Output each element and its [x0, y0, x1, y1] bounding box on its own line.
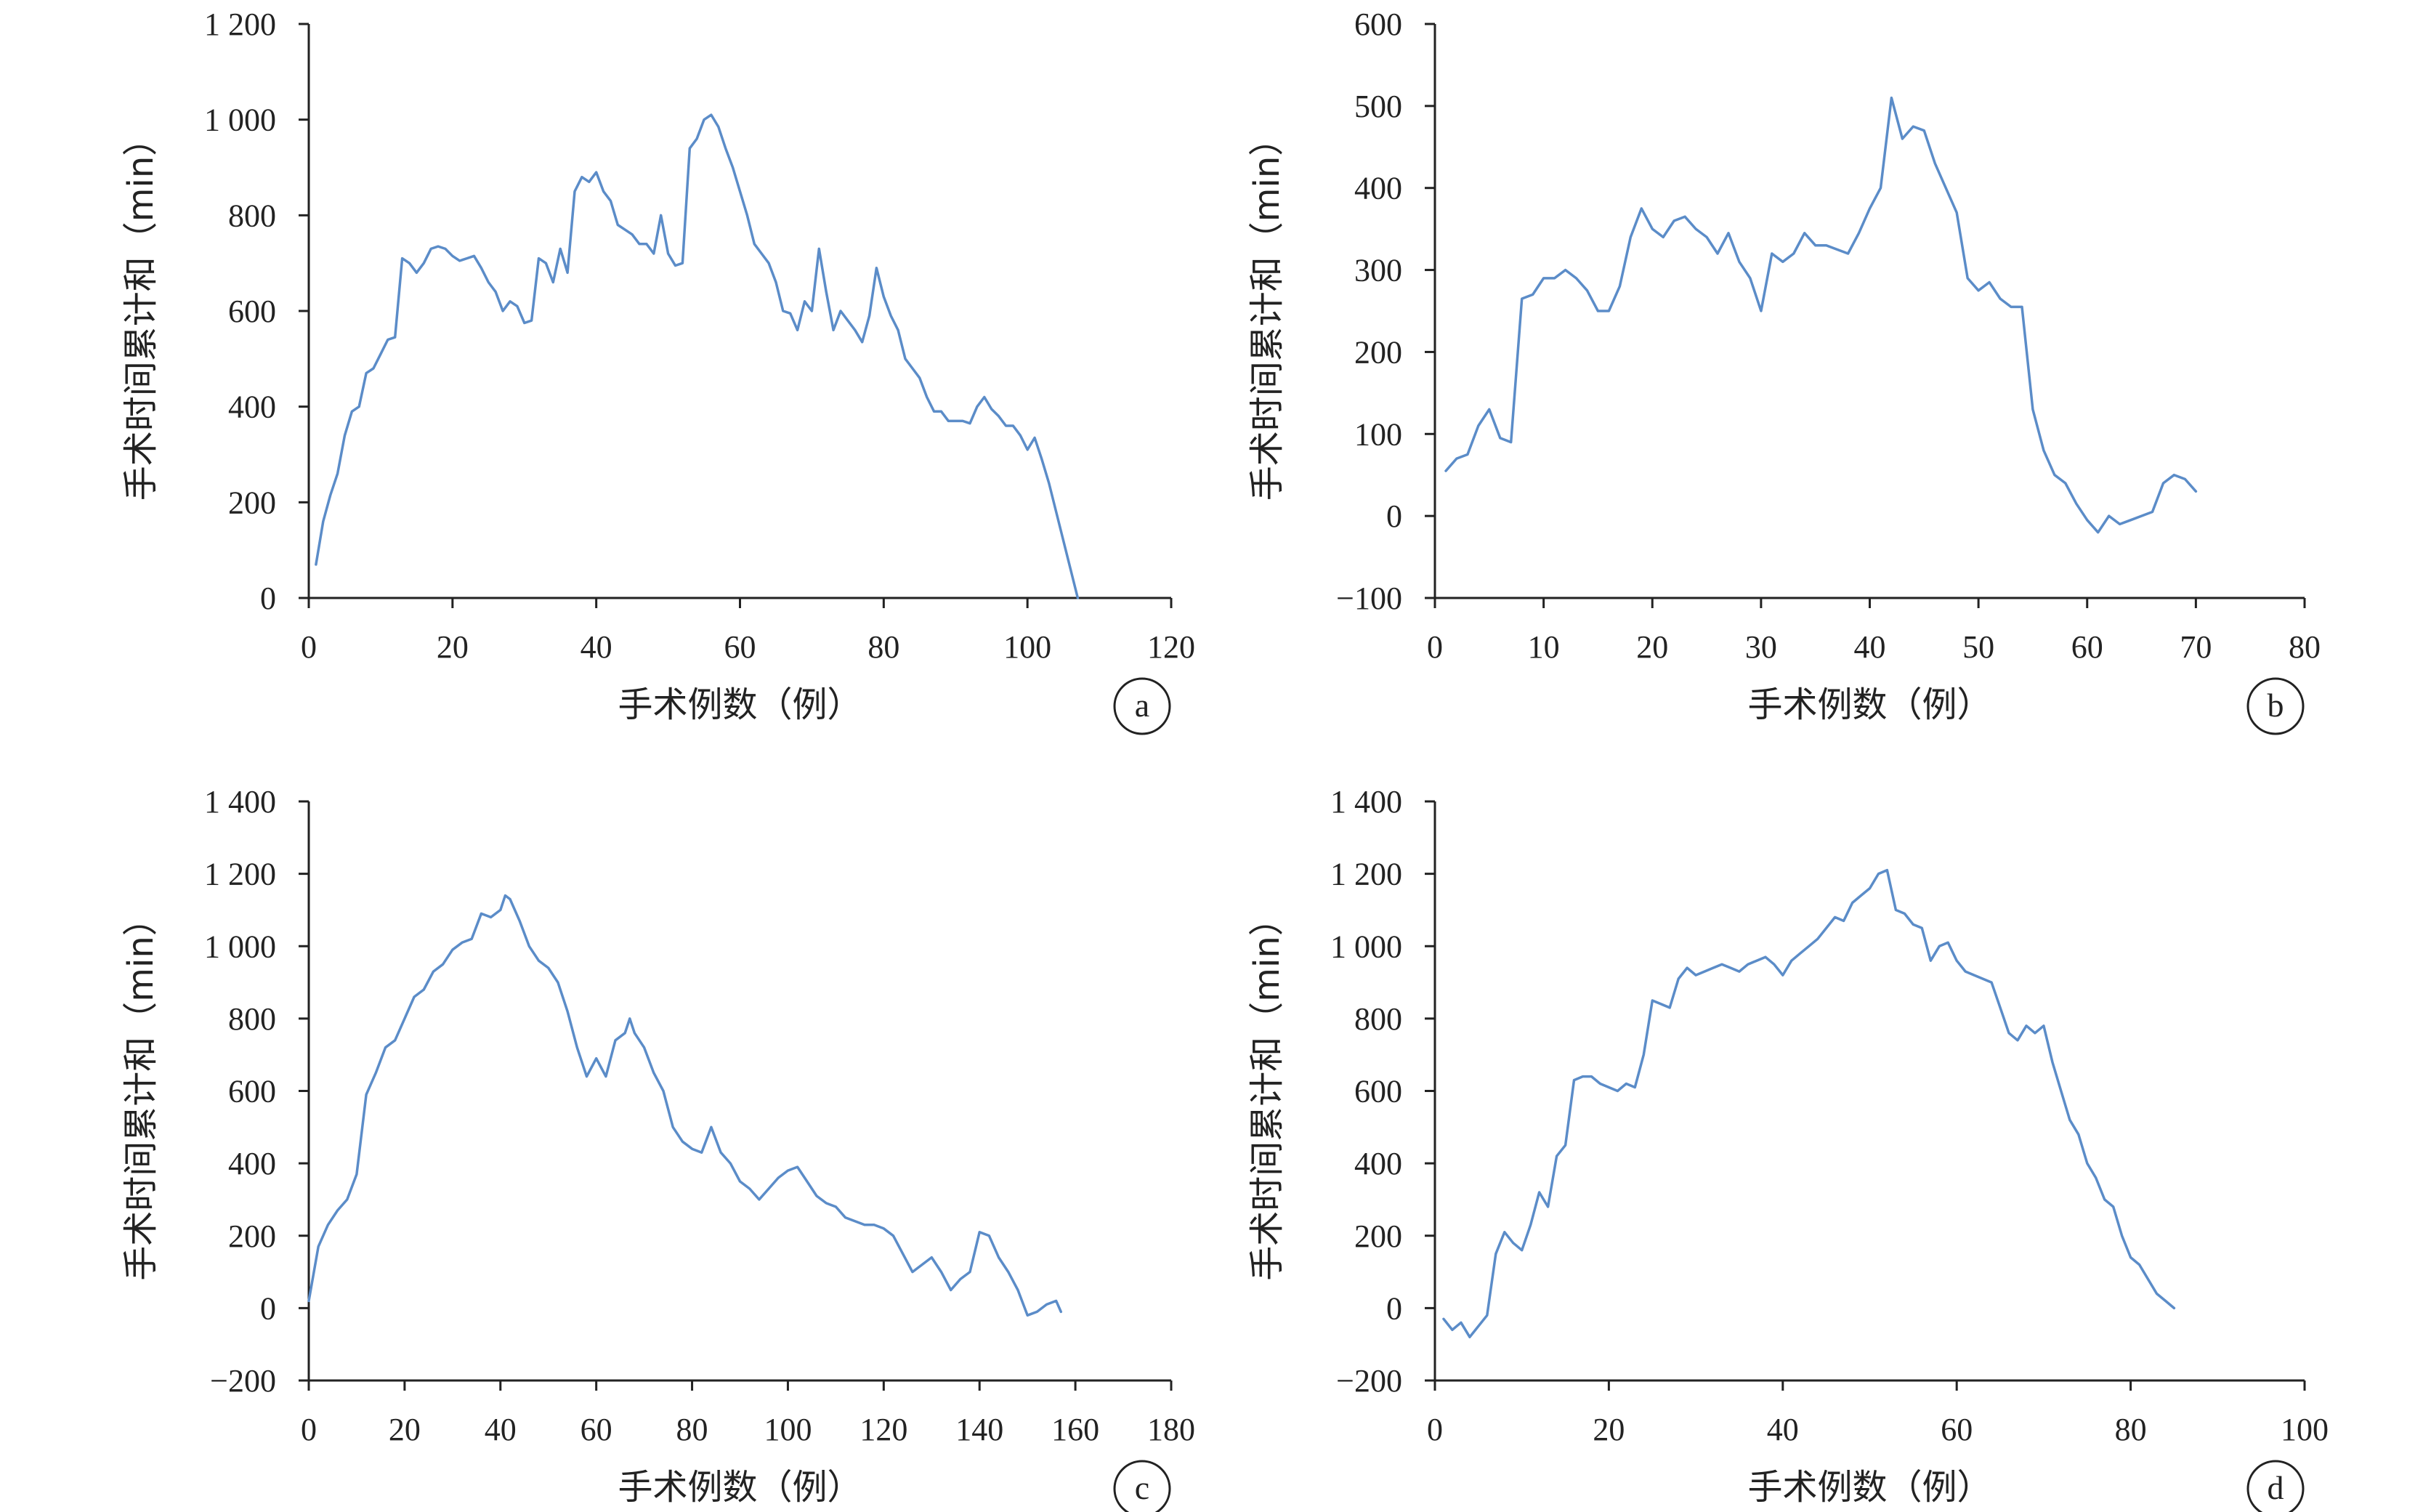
x-tick-label: 0: [1427, 629, 1443, 665]
x-tick-label: 20: [1636, 629, 1668, 665]
y-tick-label: 0: [260, 1290, 276, 1326]
x-tick-label: 80: [676, 1412, 708, 1447]
panel-label: a: [1135, 687, 1149, 724]
x-tick-label: 40: [1767, 1412, 1799, 1447]
y-tick-label: −200: [1336, 1363, 1402, 1399]
y-tick-label: 200: [1354, 334, 1402, 370]
y-tick-label: 1 400: [204, 784, 276, 820]
series-line: [315, 113, 1080, 599]
y-tick-label: 600: [1354, 7, 1402, 42]
x-tick-label: 80: [2115, 1412, 2147, 1447]
y-tick-label: 100: [1354, 416, 1402, 452]
x-tick-label: 60: [581, 1412, 612, 1447]
x-tick-label: 80: [2289, 629, 2321, 665]
y-axis-title: 手术时间累计和（min）: [121, 121, 161, 501]
series-line: [307, 894, 1063, 1317]
y-tick-label: 0: [1386, 1290, 1402, 1326]
x-tick-label: 100: [2281, 1412, 2329, 1447]
y-tick-label: 0: [1386, 498, 1402, 534]
panel-label: b: [2268, 687, 2284, 724]
x-tick-label: 0: [301, 1412, 317, 1447]
chart-panel-b: −100 0 100 200 300 400 500 600 0 10 20 30 40 50 60 70 80…: [1247, 7, 2321, 735]
x-tick-label: 20: [1593, 1412, 1625, 1447]
x-tick-label: 100: [1003, 629, 1051, 665]
panel-badge-circle: [1113, 677, 1171, 735]
series-line: [1442, 868, 2176, 1338]
x-tick-label: 140: [955, 1412, 1003, 1447]
y-axis-title: 手术时间累计和（min）: [1247, 121, 1287, 501]
y-tick-label: 500: [1354, 89, 1402, 124]
x-tick-label: 160: [1051, 1412, 1099, 1447]
y-tick-label: 400: [228, 1146, 276, 1181]
x-tick-label: 120: [859, 1412, 907, 1447]
x-tick-label: 0: [301, 629, 317, 665]
panel-badge-circle: [1113, 1460, 1171, 1512]
x-tick-label: 40: [1854, 629, 1886, 665]
y-tick-label: 600: [228, 1074, 276, 1109]
x-tick-label: 20: [389, 1412, 421, 1447]
y-tick-label: −200: [210, 1363, 276, 1399]
y-tick-label: 1 000: [1330, 929, 1402, 964]
y-tick-label: 600: [1354, 1074, 1402, 1109]
panel-badge-circle: [2246, 677, 2305, 735]
x-tick-label: 40: [581, 629, 612, 665]
y-tick-label: 1 000: [204, 929, 276, 964]
y-tick-label: 0: [260, 581, 276, 616]
panel-label: c: [1135, 1469, 1149, 1506]
series-line: [1444, 96, 2198, 534]
x-tick-label: 20: [437, 629, 469, 665]
y-tick-label: 1 200: [1330, 857, 1402, 892]
x-axis-title: 手术例数（例）: [1747, 1467, 1991, 1508]
x-tick-label: 70: [2180, 629, 2212, 665]
y-tick-label: 400: [1354, 171, 1402, 206]
x-tick-label: 120: [1147, 629, 1195, 665]
x-tick-label: 80: [867, 629, 899, 665]
y-tick-label: −100: [1336, 581, 1402, 616]
chart-panel-a: 0 200 400 600 800 1 000 1 200 0 20 40 60 80 100 120 手术…: [121, 7, 1195, 735]
y-tick-label: 400: [228, 389, 276, 425]
y-tick-label: 200: [228, 1218, 276, 1254]
y-tick-label: 800: [228, 198, 276, 233]
y-tick-label: 800: [1354, 1001, 1402, 1037]
x-tick-label: 60: [2071, 629, 2103, 665]
y-tick-label: 600: [228, 294, 276, 329]
y-tick-label: 800: [228, 1001, 276, 1037]
y-tick-label: 1 000: [204, 102, 276, 138]
panel-label: d: [2268, 1469, 2284, 1506]
x-tick-label: 60: [724, 629, 756, 665]
chart-panel-c: −200 0 200 400 600 800 1 000 1 200 1 400 0 20 40 60 8…: [121, 784, 1195, 1512]
y-tick-label: 1 200: [204, 7, 276, 42]
y-tick-label: 200: [228, 485, 276, 520]
y-tick-label: 200: [1354, 1218, 1402, 1254]
x-tick-label: 40: [485, 1412, 517, 1447]
x-tick-label: 100: [764, 1412, 812, 1447]
y-tick-label: 400: [1354, 1146, 1402, 1181]
x-axis-title: 手术例数（例）: [618, 684, 862, 725]
panel-badge-circle: [2246, 1460, 2305, 1512]
x-tick-label: 180: [1147, 1412, 1195, 1447]
x-axis-title: 手术例数（例）: [618, 1467, 862, 1508]
y-tick-label: 1 200: [204, 857, 276, 892]
x-tick-label: 0: [1427, 1412, 1443, 1447]
x-axis-title: 手术例数（例）: [1747, 684, 1991, 725]
y-tick-label: 300: [1354, 253, 1402, 288]
x-tick-label: 50: [1962, 629, 1994, 665]
x-tick-label: 10: [1528, 629, 1560, 665]
x-tick-label: 30: [1745, 629, 1777, 665]
y-axis-title: 手术时间累计和（min）: [121, 901, 161, 1281]
y-axis-title: 手术时间累计和（min）: [1247, 901, 1287, 1281]
y-tick-label: 1 400: [1330, 784, 1402, 820]
chart-panel-d: −200 0 200 400 600 800 1 000 1 200 1 400 0 20 40 60 8…: [1247, 784, 2329, 1512]
x-tick-label: 60: [1941, 1412, 1973, 1447]
